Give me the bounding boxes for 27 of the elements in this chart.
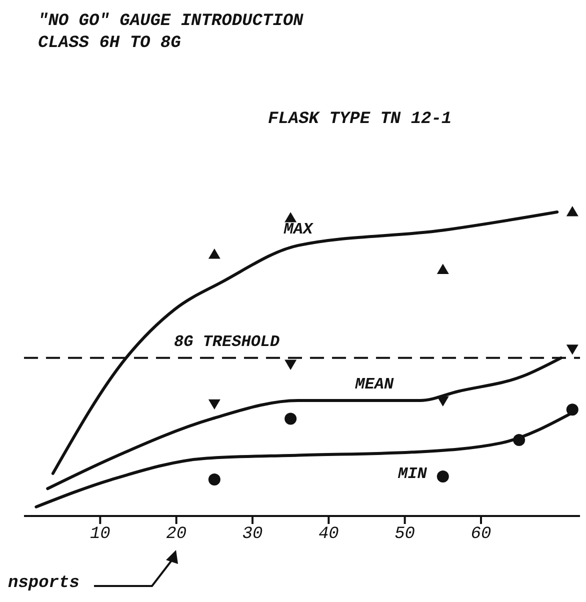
point bbox=[436, 396, 449, 406]
chart-title: "NO GO" GAUGE INTRODUCTION bbox=[38, 12, 304, 31]
point bbox=[284, 360, 297, 370]
point bbox=[208, 474, 220, 486]
x-tick-label: 20 bbox=[166, 525, 187, 544]
point bbox=[566, 344, 578, 355]
point bbox=[513, 434, 526, 446]
point bbox=[208, 399, 220, 410]
point bbox=[436, 470, 449, 482]
text: FLASK TYPE TN 12-1 bbox=[268, 110, 452, 129]
ref-line-label: 8G TRESHOLD bbox=[174, 332, 280, 351]
series-label: MEAN bbox=[354, 375, 394, 394]
point bbox=[208, 248, 220, 259]
text: nsports bbox=[8, 574, 80, 593]
x-tick-label: 30 bbox=[242, 525, 263, 544]
series-label: MIN bbox=[397, 465, 428, 484]
x-tick-label: 50 bbox=[394, 525, 416, 544]
series-label: MAX bbox=[282, 220, 314, 238]
chart-subtitle: CLASS 6H TO 8G bbox=[38, 34, 181, 53]
point bbox=[566, 206, 578, 216]
point bbox=[436, 264, 449, 274]
point bbox=[566, 404, 578, 416]
point bbox=[284, 212, 297, 222]
x-tick-label: 60 bbox=[470, 525, 492, 544]
x-tick-label: 10 bbox=[90, 525, 110, 544]
point bbox=[284, 412, 297, 425]
x-tick-label: 40 bbox=[318, 525, 339, 544]
